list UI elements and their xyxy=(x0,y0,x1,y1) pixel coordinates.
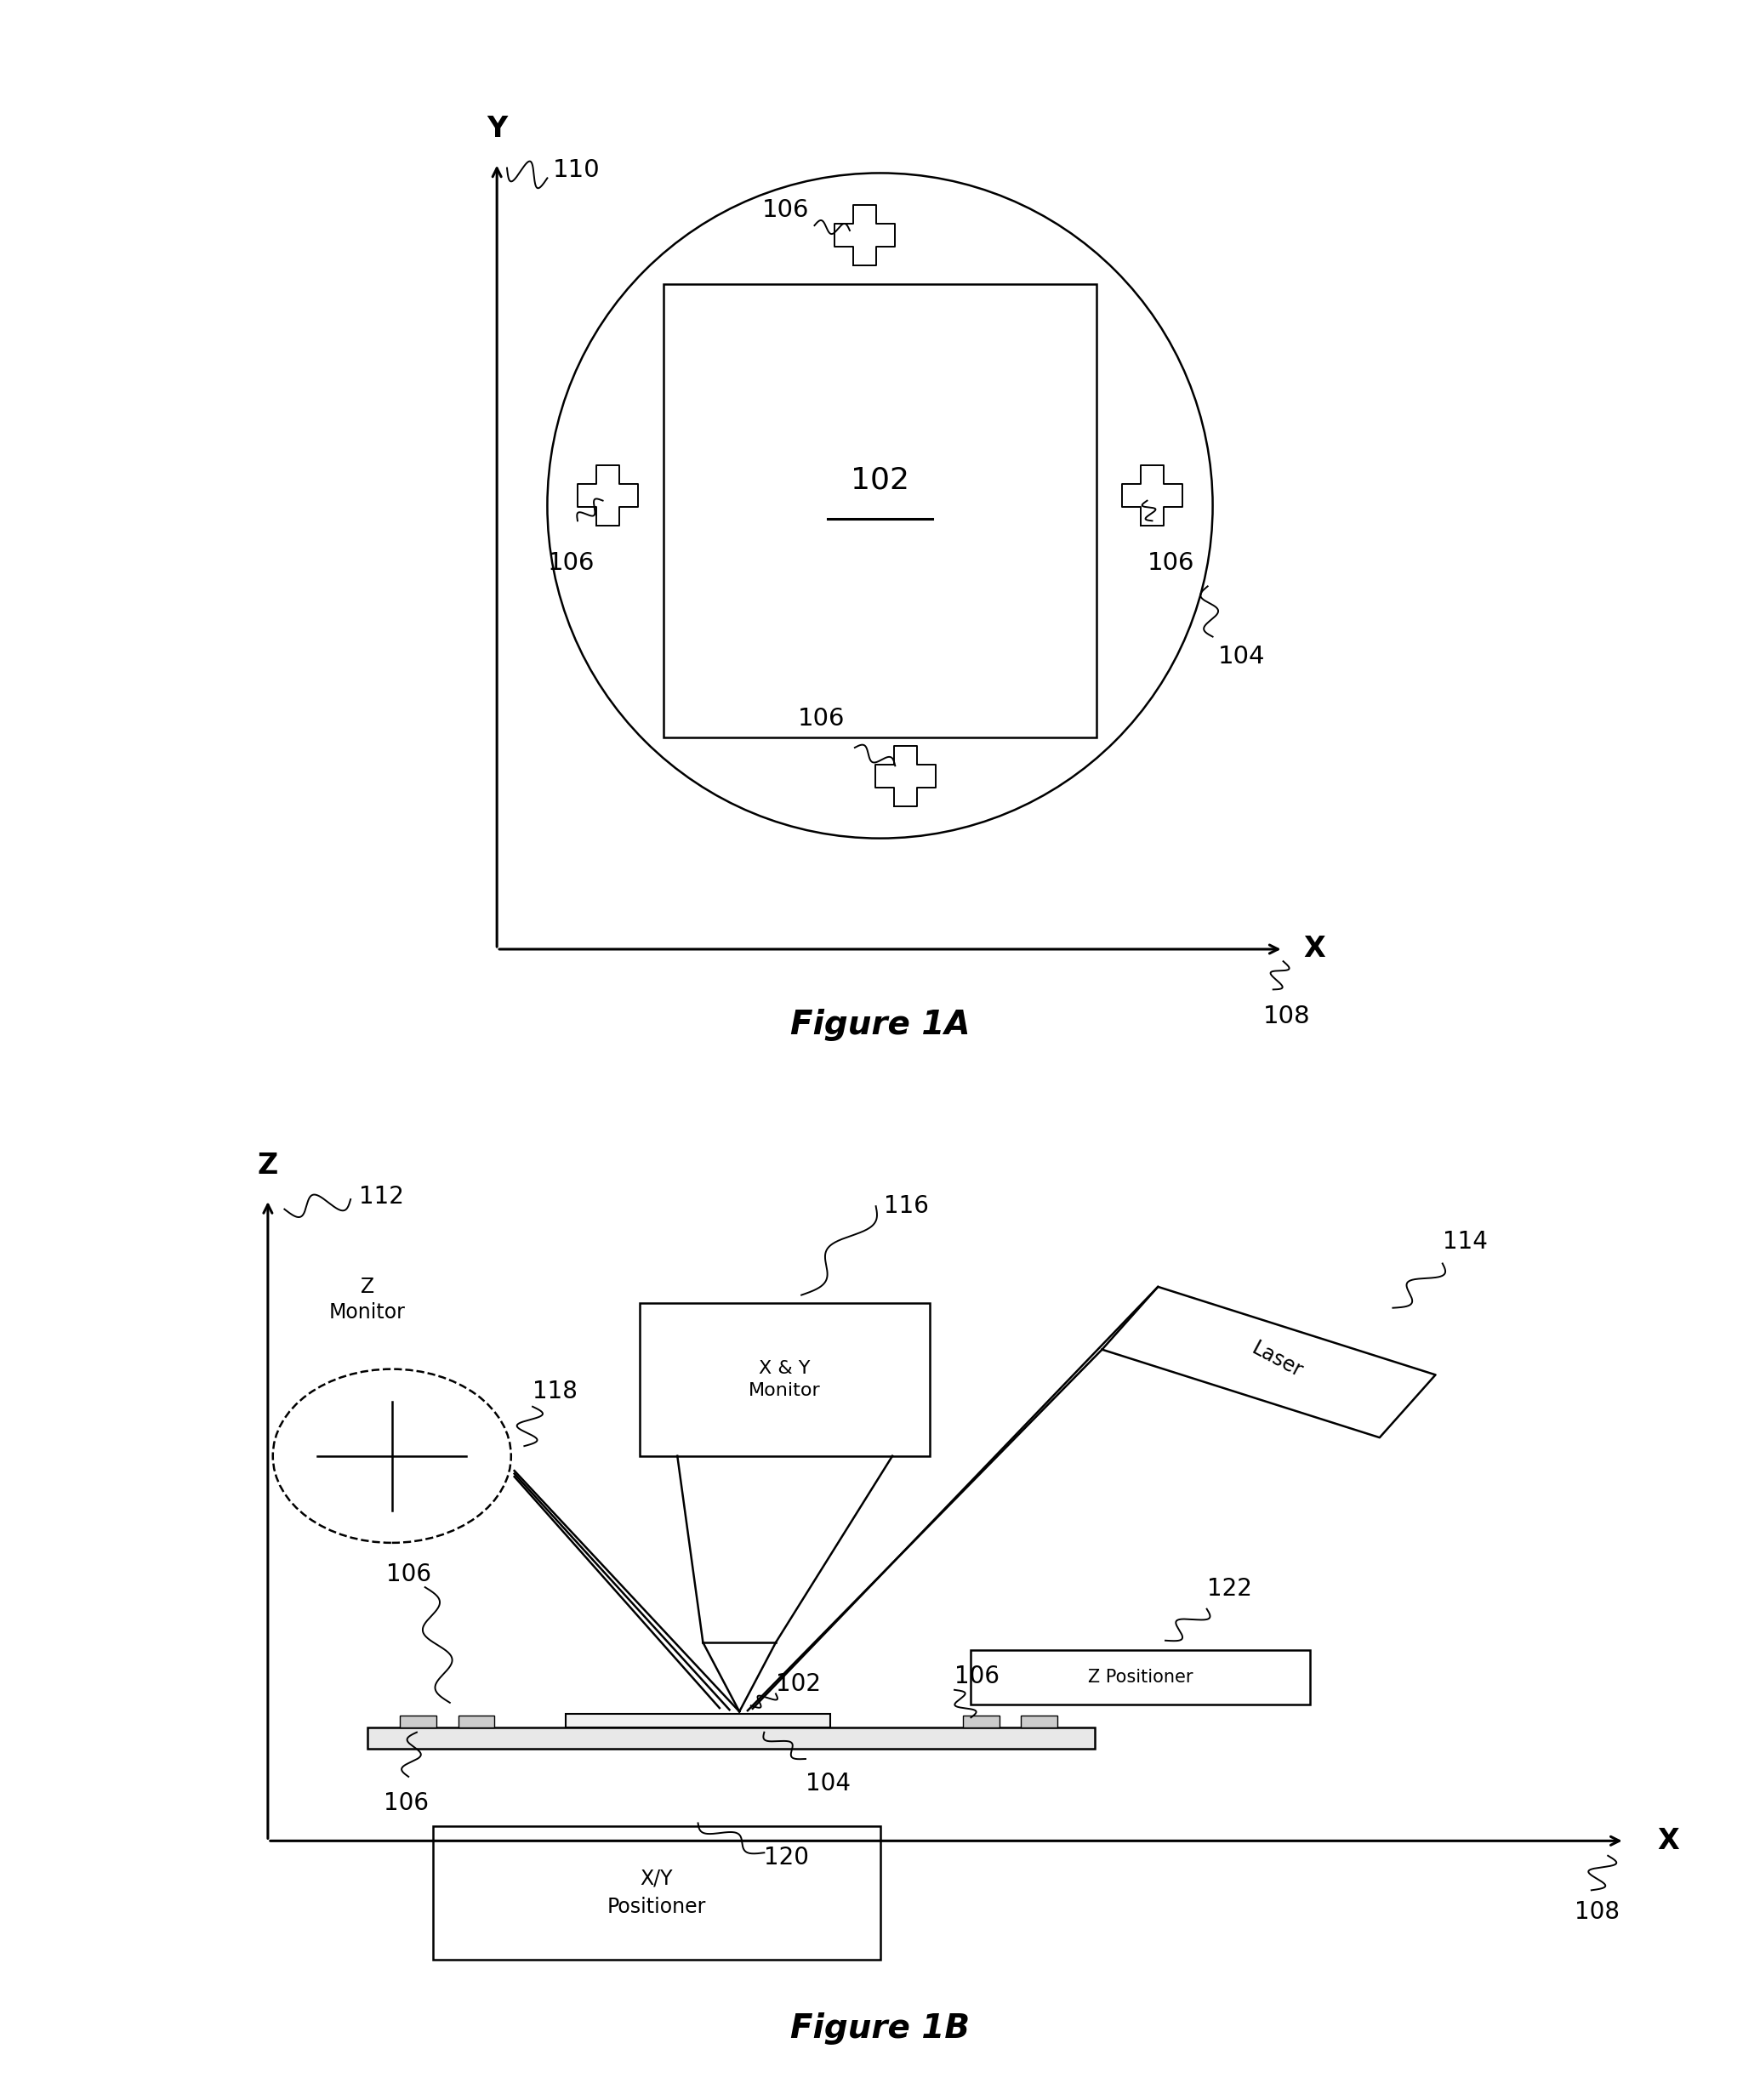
Text: Y: Y xyxy=(486,115,507,143)
Text: 106: 106 xyxy=(797,706,845,731)
Text: 106: 106 xyxy=(762,197,810,223)
Text: 108: 108 xyxy=(1264,1004,1311,1029)
Text: 102: 102 xyxy=(776,1672,820,1697)
Bar xyxy=(641,1302,929,1455)
Text: 112: 112 xyxy=(359,1184,403,1208)
Text: 116: 116 xyxy=(884,1195,929,1218)
Text: 106: 106 xyxy=(385,1562,431,1586)
Text: Z: Z xyxy=(257,1151,278,1180)
Text: 106: 106 xyxy=(547,550,595,575)
Text: 122: 122 xyxy=(1207,1577,1251,1600)
Text: X: X xyxy=(1304,934,1325,964)
Bar xyxy=(1021,1716,1058,1728)
Bar xyxy=(368,1728,1095,1749)
Text: X: X xyxy=(1658,1827,1679,1854)
Text: X & Y
Monitor: X & Y Monitor xyxy=(748,1359,820,1399)
Bar xyxy=(565,1714,831,1728)
Bar xyxy=(458,1716,495,1728)
Text: 106: 106 xyxy=(1148,550,1195,575)
Bar xyxy=(400,1716,436,1728)
Bar xyxy=(433,1827,880,1959)
Text: 108: 108 xyxy=(1575,1900,1619,1924)
Text: 106: 106 xyxy=(954,1663,1000,1688)
Text: 106: 106 xyxy=(384,1791,429,1814)
Bar xyxy=(664,284,1096,737)
Text: 104: 104 xyxy=(806,1772,850,1795)
Text: 120: 120 xyxy=(764,1846,810,1869)
Text: 114: 114 xyxy=(1443,1231,1487,1254)
Bar xyxy=(963,1716,1000,1728)
Text: 118: 118 xyxy=(533,1380,577,1403)
Text: 110: 110 xyxy=(553,157,600,183)
Text: Laser: Laser xyxy=(1248,1338,1306,1382)
Text: Figure 1B: Figure 1B xyxy=(790,2012,970,2045)
Text: Z
Monitor: Z Monitor xyxy=(329,1277,405,1323)
Bar xyxy=(972,1651,1309,1705)
Text: 102: 102 xyxy=(850,466,910,496)
Text: 104: 104 xyxy=(1218,645,1265,668)
Text: Figure 1A: Figure 1A xyxy=(790,1008,970,1042)
Text: X/Y
Positioner: X/Y Positioner xyxy=(607,1869,706,1917)
Text: Z Positioner: Z Positioner xyxy=(1088,1670,1193,1686)
